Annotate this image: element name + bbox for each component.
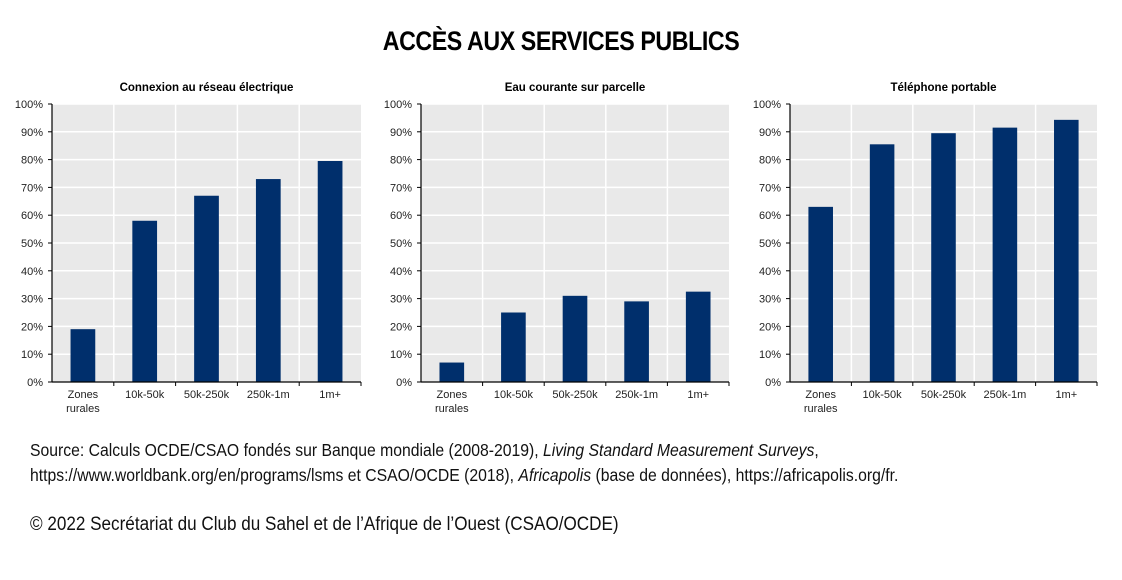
y-tick-label: 80% bbox=[21, 155, 43, 167]
x-tick-label: 1m+ bbox=[319, 389, 341, 401]
x-tick-label: 50k-250k bbox=[921, 389, 967, 401]
bar-50k-250k bbox=[194, 195, 219, 382]
y-tick-label: 100% bbox=[384, 99, 412, 111]
x-tick-label: 50k-250k bbox=[552, 389, 598, 401]
y-tick-label: 50% bbox=[759, 238, 781, 250]
bar-50k-250k bbox=[931, 133, 956, 382]
y-tick-label: 90% bbox=[759, 127, 781, 139]
source-text: Source: Calculs OCDE/CSAO fondés sur Ban… bbox=[30, 440, 544, 460]
y-tick-label: 10% bbox=[390, 349, 412, 361]
y-tick-label: 10% bbox=[759, 349, 781, 361]
bar-zones-rurales bbox=[808, 206, 833, 382]
y-tick-label: 100% bbox=[15, 99, 43, 111]
y-tick-label: 60% bbox=[21, 210, 43, 222]
copyright-note: © 2022 Secrétariat du Club du Sahel et d… bbox=[30, 514, 619, 535]
bar-zones-rurales bbox=[439, 362, 465, 382]
y-tick-label: 50% bbox=[21, 238, 43, 250]
bar-250k-1m bbox=[255, 179, 281, 382]
bar-250k-1m bbox=[624, 301, 649, 382]
y-tick-label: 70% bbox=[759, 182, 781, 194]
source-note: Source: Calculs OCDE/CSAO fondés sur Ban… bbox=[30, 438, 898, 488]
source-text: , bbox=[814, 440, 819, 460]
y-tick-label: 80% bbox=[390, 155, 412, 167]
y-tick-label: 80% bbox=[759, 155, 781, 167]
y-tick-label: 20% bbox=[390, 321, 412, 333]
x-tick-label: 10k-50k bbox=[125, 389, 165, 401]
panel-title: Téléphone portable bbox=[890, 82, 996, 94]
y-tick-label: 40% bbox=[390, 266, 412, 278]
source-line-1: Source: Calculs OCDE/CSAO fondés sur Ban… bbox=[30, 438, 898, 463]
x-tick-label: 10k-50k bbox=[494, 389, 534, 401]
y-tick-label: 0% bbox=[765, 377, 781, 389]
y-tick-label: 40% bbox=[21, 266, 43, 278]
source-text: https://www.worldbank.org/en/programs/ls… bbox=[30, 465, 519, 485]
x-tick-label: Zones bbox=[805, 389, 836, 401]
bar-1m- bbox=[685, 291, 711, 382]
y-tick-label: 40% bbox=[759, 266, 781, 278]
main-title: ACCÈS AUX SERVICES PUBLICS bbox=[382, 26, 740, 56]
bar-zones-rurales bbox=[70, 329, 96, 382]
bar-1m- bbox=[1054, 119, 1079, 382]
bar-1m- bbox=[317, 160, 343, 382]
y-tick-label: 30% bbox=[759, 294, 781, 306]
y-tick-label: 30% bbox=[21, 294, 43, 306]
bar-10k-50k bbox=[501, 312, 526, 382]
panel-title: Connexion au réseau électrique bbox=[120, 82, 294, 94]
bar-10k-50k bbox=[132, 220, 158, 382]
y-tick-label: 10% bbox=[21, 349, 43, 361]
source-text: (base de données), https://africapolis.o… bbox=[591, 465, 899, 485]
x-tick-label: 250k-1m bbox=[984, 389, 1027, 401]
y-tick-label: 70% bbox=[21, 182, 43, 194]
x-tick-label: rurales bbox=[66, 403, 100, 415]
y-tick-label: 0% bbox=[27, 377, 43, 389]
bar-250k-1m bbox=[992, 127, 1018, 382]
bar-50k-250k bbox=[562, 295, 588, 382]
x-tick-label: rurales bbox=[435, 403, 469, 415]
y-tick-label: 60% bbox=[759, 210, 781, 222]
x-tick-label: 250k-1m bbox=[615, 389, 658, 401]
x-tick-label: 10k-50k bbox=[863, 389, 903, 401]
y-tick-label: 20% bbox=[21, 321, 43, 333]
y-tick-label: 20% bbox=[759, 321, 781, 333]
panel-title: Eau courante sur parcelle bbox=[505, 82, 646, 94]
x-tick-label: 250k-1m bbox=[247, 389, 290, 401]
y-tick-label: 0% bbox=[396, 377, 412, 389]
source-title-africapolis: Africapolis bbox=[518, 465, 592, 485]
x-tick-label: 50k-250k bbox=[184, 389, 230, 401]
y-tick-label: 100% bbox=[753, 99, 781, 111]
y-tick-label: 30% bbox=[390, 294, 412, 306]
x-tick-label: rurales bbox=[804, 403, 838, 415]
charts-container: 0% 10% 20% 30% 40% 50% 60% 70% 80% 90% 100% Zones ru… bbox=[15, 82, 1098, 415]
x-tick-label: Zones bbox=[68, 389, 99, 401]
bar-10k-50k bbox=[869, 144, 895, 382]
x-tick-label: 1m+ bbox=[687, 389, 709, 401]
y-tick-label: 90% bbox=[390, 127, 412, 139]
source-line-2: https://www.worldbank.org/en/programs/ls… bbox=[30, 463, 898, 488]
y-tick-label: 70% bbox=[390, 182, 412, 194]
y-tick-label: 90% bbox=[21, 127, 43, 139]
source-title-lsms: Living Standard Measurement Surveys bbox=[543, 440, 815, 460]
x-tick-label: Zones bbox=[437, 389, 468, 401]
x-tick-label: 1m+ bbox=[1055, 389, 1077, 401]
y-tick-label: 50% bbox=[390, 238, 412, 250]
y-tick-label: 60% bbox=[390, 210, 412, 222]
